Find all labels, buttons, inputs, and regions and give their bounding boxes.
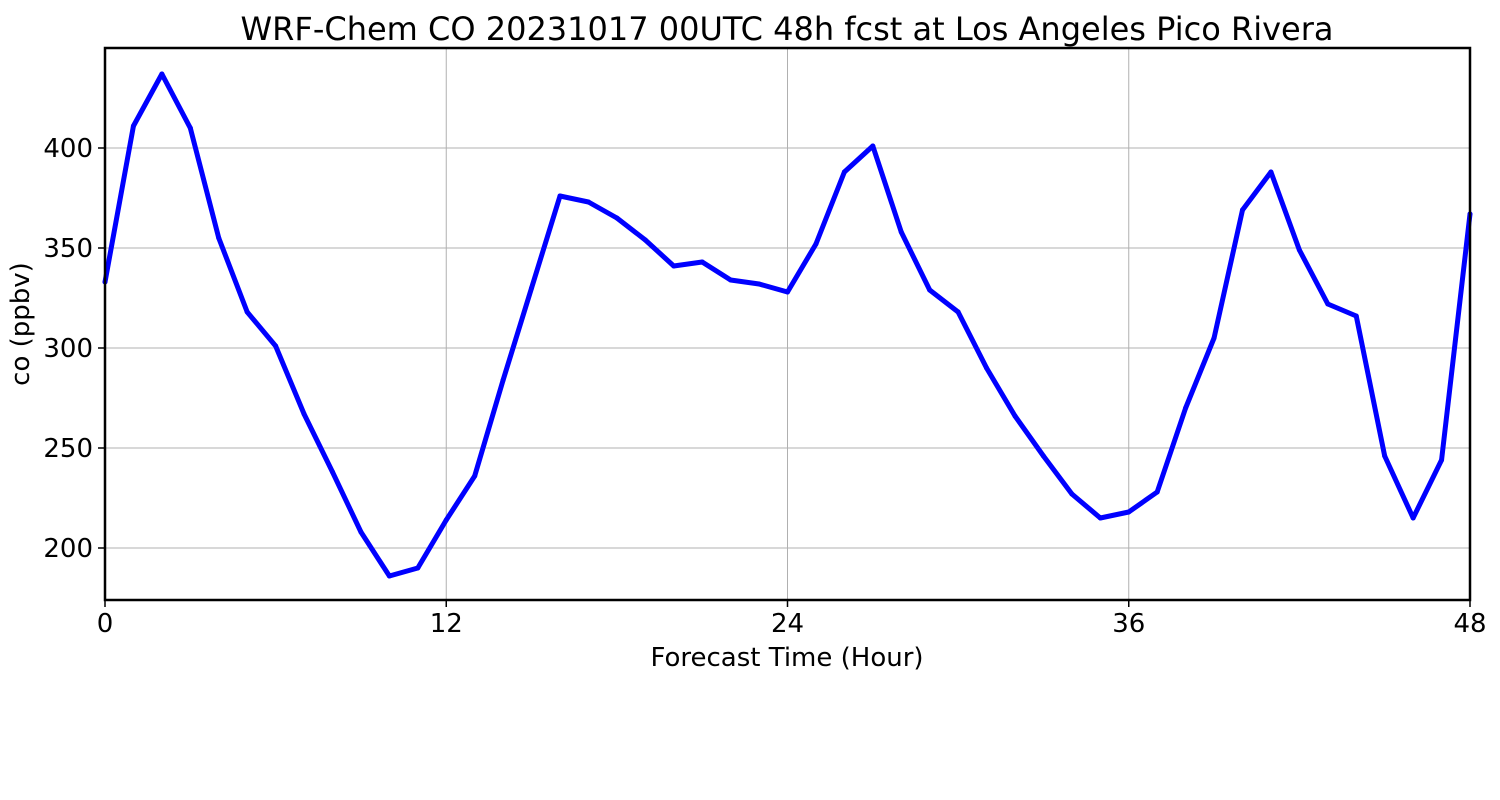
data-point [699, 259, 705, 265]
data-point [1183, 405, 1189, 411]
data-point [1211, 335, 1217, 341]
data-point [1012, 413, 1018, 419]
x-tick-label: 24 [771, 609, 804, 639]
data-point [870, 143, 876, 149]
data-point [927, 287, 933, 293]
data-point [614, 215, 620, 221]
data-point [1353, 313, 1359, 319]
data-point [785, 289, 790, 295]
data-point [728, 277, 734, 283]
data-point [1240, 207, 1245, 213]
data-point [1410, 515, 1416, 521]
data-point [500, 377, 506, 383]
data-point [386, 573, 392, 579]
y-tick-label: 300 [43, 334, 93, 364]
data-point [813, 241, 819, 247]
y-axis-label: co (ppbv) [6, 262, 36, 386]
y-tick-label: 350 [43, 234, 93, 264]
data-point [1097, 515, 1103, 521]
data-point [529, 285, 535, 291]
x-tick-label: 12 [430, 609, 463, 639]
data-point [472, 473, 478, 479]
data-point [330, 469, 335, 475]
y-tick-label: 250 [43, 434, 93, 464]
x-axis-label: Forecast Time (Hour) [650, 643, 923, 673]
data-point [1296, 247, 1302, 253]
x-tick-label: 36 [1112, 609, 1145, 639]
data-point [585, 199, 591, 205]
data-point [216, 235, 222, 241]
data-point [443, 517, 449, 523]
data-point [1154, 489, 1160, 495]
data-point [1382, 453, 1388, 459]
data-point [301, 411, 307, 417]
data-point [955, 309, 961, 315]
data-point [1268, 169, 1274, 175]
data-point [130, 123, 136, 129]
data-point [557, 193, 563, 199]
data-point [898, 229, 904, 235]
data-point [415, 565, 421, 571]
y-tick-label: 400 [43, 134, 93, 164]
data-point [1040, 453, 1046, 459]
data-point [1069, 491, 1075, 497]
x-tick-label: 48 [1453, 609, 1486, 639]
data-point [273, 343, 279, 349]
data-point [1126, 509, 1132, 515]
chart-title: WRF-Chem CO 20231017 00UTC 48h fcst at L… [241, 10, 1334, 48]
data-point [756, 281, 762, 287]
y-axis-ticks: 200 250 300 350 400 [43, 134, 105, 564]
data-point [671, 263, 677, 269]
x-axis-ticks: 0 12 24 36 48 [97, 600, 1487, 639]
y-tick-label: 200 [43, 534, 93, 564]
data-point [1325, 301, 1331, 307]
data-point [244, 309, 250, 315]
data-point [1439, 457, 1445, 463]
data-point [642, 237, 648, 243]
data-point [358, 529, 364, 535]
data-point [159, 71, 165, 77]
data-point [984, 365, 990, 371]
data-point [187, 125, 193, 131]
x-tick-label: 0 [97, 609, 114, 639]
data-point [841, 169, 847, 175]
